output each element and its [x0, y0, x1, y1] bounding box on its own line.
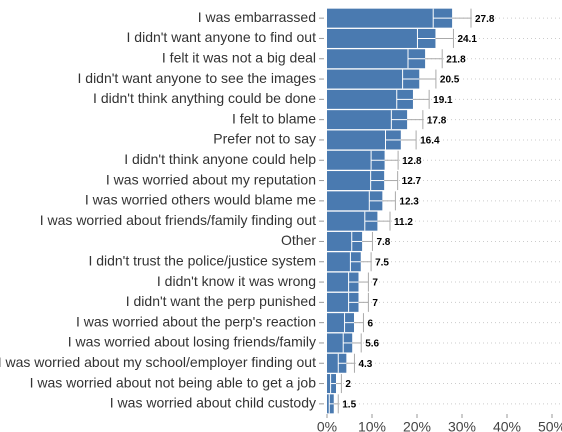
category-label: I didn't want anyone to find out: [127, 29, 317, 45]
value-label: 5.6: [365, 339, 379, 350]
bar: [327, 252, 361, 272]
category-label: I was worried about the perp's reaction: [76, 313, 316, 329]
value-label: 12.7: [402, 176, 422, 187]
category-label: I was worried about not being able to ge…: [30, 374, 317, 390]
bar: [327, 130, 401, 150]
value-label: 24.1: [457, 34, 477, 45]
value-label: 7.8: [376, 237, 390, 248]
category-label: I was worried about my reputation: [106, 171, 316, 187]
category-label: I felt it was not a big deal: [162, 49, 316, 65]
category-label: I didn't trust the police/justice system: [88, 252, 316, 268]
value-label: 20.5: [440, 75, 460, 86]
category-label: I didn't want anyone to see the images: [78, 70, 317, 86]
bar: [327, 171, 385, 191]
value-label: 27.8: [475, 14, 495, 25]
value-label: 7: [372, 278, 378, 289]
bar: [327, 110, 408, 130]
bar: [327, 353, 347, 373]
bar: [327, 8, 453, 28]
x-tick-label: 0%: [317, 419, 337, 432]
x-tick-label: 50%: [538, 419, 562, 432]
category-label: I felt to blame: [232, 110, 316, 126]
category-label: Other: [281, 232, 316, 248]
category-label: I didn't think anything could be done: [93, 90, 316, 106]
x-tick-label: 30%: [448, 419, 476, 432]
value-label: 12.8: [402, 156, 422, 167]
x-tick-label: 40%: [493, 419, 521, 432]
value-label: 11.2: [394, 217, 413, 228]
bar: [327, 231, 363, 251]
bar: [327, 292, 359, 312]
bar: [327, 272, 359, 292]
category-label: I didn't think anyone could help: [124, 151, 316, 167]
bar: [327, 89, 413, 109]
value-label: 16.4: [420, 136, 440, 147]
category-label: I didn't want the perp punished: [126, 293, 316, 309]
value-label: 17.8: [427, 115, 447, 126]
category-label: I was worried others would blame me: [85, 192, 316, 208]
x-tick-label: 10%: [358, 419, 386, 432]
value-label: 1.5: [342, 399, 356, 410]
value-label: 21.8: [446, 54, 466, 65]
bar: [327, 313, 354, 333]
value-label: 7: [372, 298, 378, 309]
value-label: 19.1: [433, 95, 453, 106]
value-label: 6: [367, 318, 373, 329]
x-tick-label: 20%: [403, 419, 431, 432]
category-label: I was worried about my school/employer f…: [0, 354, 316, 370]
bar: [327, 150, 385, 170]
bar: [327, 28, 436, 48]
category-label: I was worried about friends/family findi…: [40, 212, 316, 228]
bar: [327, 49, 426, 69]
category-label: I didn't know it was wrong: [157, 273, 316, 289]
value-label: 4.3: [358, 359, 372, 370]
value-label: 2: [345, 379, 351, 390]
category-label: Prefer not to say: [213, 131, 316, 147]
category-label: I was worried about losing friends/famil…: [68, 334, 316, 350]
bar: [327, 69, 420, 89]
category-label: I was embarrassed: [198, 9, 316, 25]
value-label: 12.3: [399, 196, 419, 207]
value-label: 7.5: [375, 257, 389, 268]
bar: [327, 333, 353, 353]
category-label: I was worried about child custody: [110, 395, 316, 411]
bar: [327, 191, 383, 211]
